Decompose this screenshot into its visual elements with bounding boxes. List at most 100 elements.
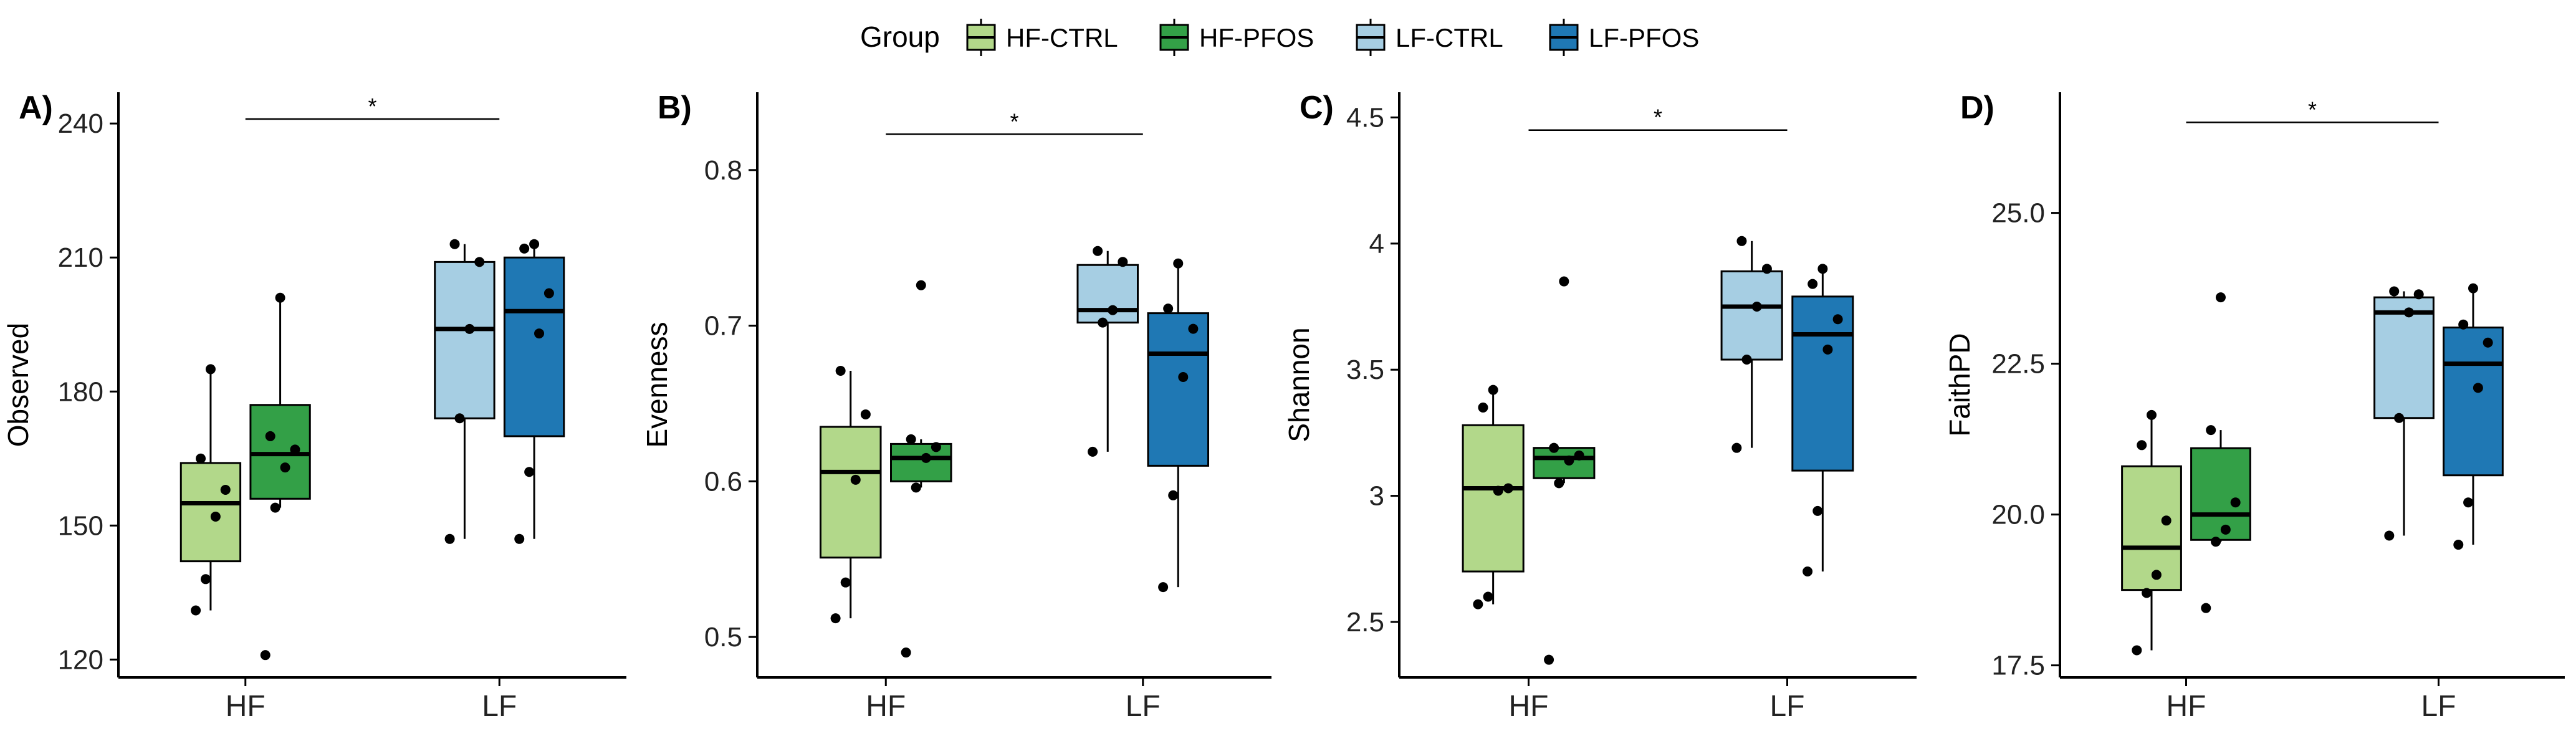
data-point [2220,524,2231,535]
data-point [1503,483,1513,494]
panel-a: A) 120 150 180 210 240 Observed HF LF * [2,90,626,723]
data-point [1564,455,1574,466]
box-iqr [1533,447,1596,479]
data-point [911,482,921,493]
y-tick-label: 4.5 [1346,102,1384,133]
data-point [275,292,285,303]
y-axis-label: Observed [2,323,34,447]
data-point [2201,603,2211,613]
box-hf-pfos [1533,276,1596,665]
data-point [1188,323,1199,334]
box-iqr [2121,465,2182,591]
data-point [196,453,206,464]
data-point [464,323,475,334]
data-point [1751,302,1762,312]
y-tick-label: 2.5 [1346,607,1384,638]
significance-label: * [368,93,376,119]
data-point [543,288,554,299]
data-point [280,462,290,473]
data-point [474,257,485,267]
data-point [1108,305,1118,315]
box-iqr [180,462,242,563]
data-point [2151,570,2162,580]
data-point [921,452,931,463]
panel-label: A) [19,90,53,126]
data-point [1803,566,1813,577]
significance-label: * [1654,105,1662,130]
data-point [1832,314,1843,325]
x-tick-label: HF [1509,690,1549,723]
data-point [1812,505,1823,516]
data-point [270,502,280,513]
y-tick-label: 25.0 [1991,198,2045,229]
data-point [2413,289,2424,300]
data-point [1817,264,1828,274]
box-iqr [890,442,952,482]
data-point [1088,446,1098,457]
data-point [1173,258,1184,269]
box-iqr [819,426,882,559]
y-axis-label: Shannon [1283,327,1315,442]
panel-b: B) 0.5 0.6 0.7 0.8 Evenness HF LF * [641,90,1271,723]
data-point [1544,654,1554,665]
y-tick-label: 180 [58,376,103,407]
box-hf-pfos [890,280,952,658]
y-tick-label: 120 [58,644,103,675]
y-tick-label: 0.7 [704,311,742,342]
data-point [2473,383,2483,393]
data-point [191,605,201,616]
data-point [2147,409,2157,420]
data-point [1483,591,1493,602]
data-point [2230,497,2241,508]
data-point [2137,440,2147,451]
data-point [529,239,540,249]
data-point [2458,319,2469,330]
data-point [1549,442,1559,453]
y-tick-label: 4 [1369,229,1384,259]
panel-label: D) [1960,90,1994,126]
y-axis-label: Evenness [641,322,673,447]
data-point [519,243,530,254]
data-point [830,613,841,624]
data-point [1158,582,1169,593]
legend: Group HF-CTRL HF-PFOS LF-CTRL LF-PFOS [860,19,1699,56]
data-point [265,431,275,441]
panels: A) 120 150 180 210 240 Observed HF LF * B) 0.5 0.6 0.… [2,90,2565,723]
data-point [906,434,916,444]
box-iqr [2443,327,2504,477]
box-lf-ctrl [1720,236,1783,453]
y-tick-label: 150 [58,510,103,541]
box-hf-ctrl [1462,385,1525,609]
significance-label: * [1010,108,1018,134]
data-point [260,650,271,661]
box-iqr [2190,447,2251,541]
data-point [220,484,231,495]
x-tick-label: HF [226,690,266,723]
box-iqr [249,404,311,500]
box-hf-ctrl [180,364,242,616]
legend-label: HF-PFOS [1199,23,1314,52]
x-tick-label: LF [1769,690,1804,723]
data-point [210,511,221,522]
data-point [840,577,851,588]
y-tick-label: 0.5 [704,622,742,652]
data-point [200,574,211,585]
significance-label: * [2308,97,2317,122]
data-point [1808,279,1818,289]
y-tick-label: 22.5 [1991,349,2045,380]
data-point [2206,425,2216,436]
data-point [2132,645,2142,656]
data-point [1478,402,1488,413]
box-hf-pfos [2190,292,2251,613]
box-lf-pfos [503,239,565,544]
data-point [1098,317,1108,328]
panel-label: C) [1300,90,1334,126]
x-tick-label: LF [2421,690,2456,723]
data-point [901,648,911,658]
data-point [1168,490,1179,500]
data-point [916,280,926,290]
panel-d: D) 17.5 20.0 22.5 25.0 FaithPD HF LF * [1943,90,2565,723]
data-point [1118,257,1128,267]
data-point [449,239,460,249]
box-lf-ctrl [1076,246,1139,457]
